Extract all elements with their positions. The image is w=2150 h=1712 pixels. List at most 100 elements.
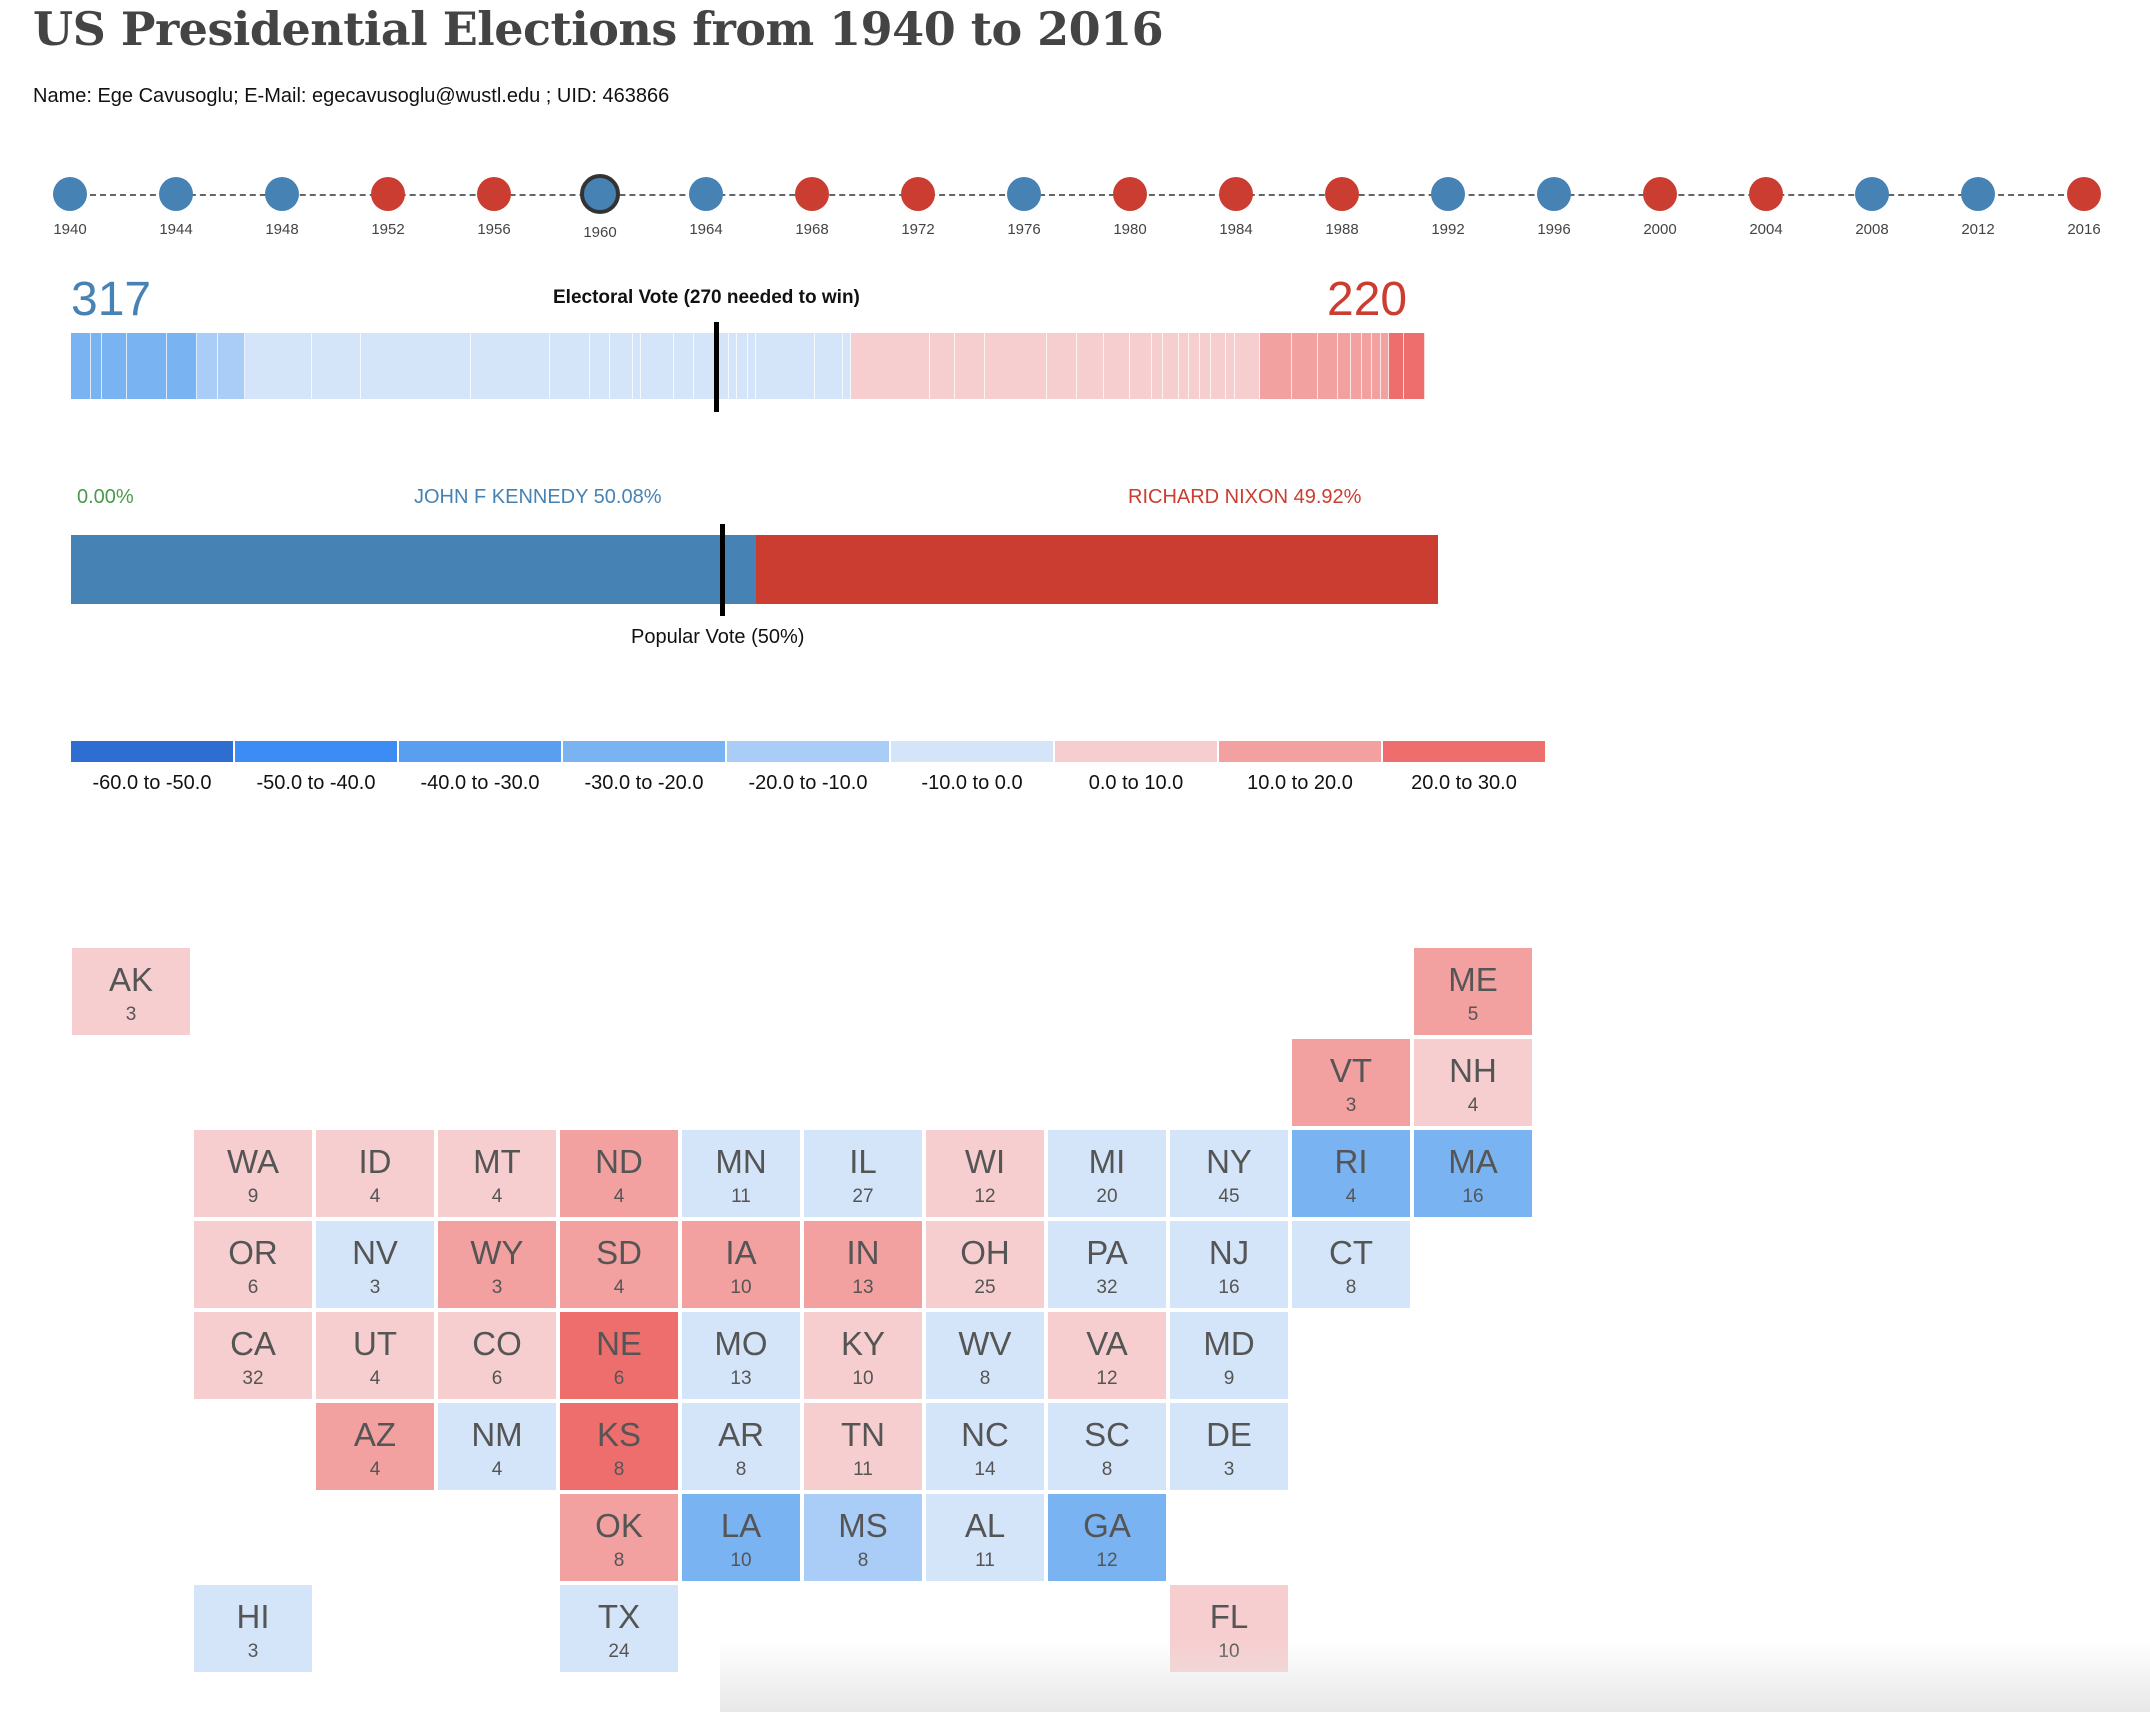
electoral-segment[interactable]: [1380, 333, 1389, 399]
year-1944[interactable]: 1944: [136, 170, 216, 238]
electoral-segment[interactable]: [1351, 333, 1362, 399]
state-tile-co[interactable]: CO 6: [438, 1312, 556, 1399]
state-tile-nm[interactable]: NM 4: [438, 1403, 556, 1490]
electoral-segment[interactable]: [311, 333, 362, 399]
year-2004[interactable]: 2004: [1726, 170, 1806, 238]
electoral-segment[interactable]: [1046, 333, 1077, 399]
state-tile-ms[interactable]: MS 8: [804, 1494, 922, 1581]
state-tile-ga[interactable]: GA 12: [1048, 1494, 1166, 1581]
state-tile-or[interactable]: OR 6: [194, 1221, 312, 1308]
year-1948[interactable]: 1948: [242, 170, 322, 238]
year-1980[interactable]: 1980: [1090, 170, 1170, 238]
dem-popular-segment[interactable]: [71, 535, 756, 604]
year-1992[interactable]: 1992: [1408, 170, 1488, 238]
electoral-segment[interactable]: [1200, 333, 1211, 399]
year-1976[interactable]: 1976: [984, 170, 1064, 238]
electoral-segment[interactable]: [589, 333, 610, 399]
state-tile-ut[interactable]: UT 4: [316, 1312, 434, 1399]
electoral-segment[interactable]: [102, 333, 128, 399]
electoral-segment[interactable]: [471, 333, 550, 399]
state-tile-nd[interactable]: ND 4: [560, 1130, 678, 1217]
electoral-segment[interactable]: [1178, 333, 1190, 399]
electoral-segment[interactable]: [609, 333, 633, 399]
electoral-segment[interactable]: [1234, 333, 1260, 399]
year-1972[interactable]: 1972: [878, 170, 958, 238]
year-dot[interactable]: [1961, 177, 1995, 211]
state-tile-tn[interactable]: TN 11: [804, 1403, 922, 1490]
electoral-segment[interactable]: [1388, 333, 1405, 399]
year-1988[interactable]: 1988: [1302, 170, 1382, 238]
electoral-segment[interactable]: [842, 333, 852, 399]
state-tile-id[interactable]: ID 4: [316, 1130, 434, 1217]
electoral-segment[interactable]: [71, 333, 92, 399]
state-tile-mt[interactable]: MT 4: [438, 1130, 556, 1217]
year-dot[interactable]: [901, 177, 935, 211]
electoral-segment[interactable]: [1152, 333, 1164, 399]
electoral-segment[interactable]: [1163, 333, 1179, 399]
year-dot[interactable]: [1431, 177, 1465, 211]
electoral-segment[interactable]: [361, 333, 472, 399]
state-tile-ok[interactable]: OK 8: [560, 1494, 678, 1581]
year-2000[interactable]: 2000: [1620, 170, 1700, 238]
year-dot[interactable]: [2067, 177, 2101, 211]
state-tile-ny[interactable]: NY 45: [1170, 1130, 1288, 1217]
electoral-segment[interactable]: [1104, 333, 1130, 399]
electoral-segment[interactable]: [1361, 333, 1373, 399]
state-tile-va[interactable]: VA 12: [1048, 1312, 1166, 1399]
state-tile-md[interactable]: MD 9: [1170, 1312, 1288, 1399]
year-dot[interactable]: [1113, 177, 1147, 211]
state-tile-mo[interactable]: MO 13: [682, 1312, 800, 1399]
year-dot[interactable]: [1325, 177, 1359, 211]
state-tile-mn[interactable]: MN 11: [682, 1130, 800, 1217]
electoral-segment[interactable]: [737, 333, 748, 399]
state-tile-mi[interactable]: MI 20: [1048, 1130, 1166, 1217]
electoral-segment[interactable]: [954, 333, 986, 399]
state-tile-nh[interactable]: NH 4: [1414, 1039, 1532, 1126]
state-tile-in[interactable]: IN 13: [804, 1221, 922, 1308]
electoral-segment[interactable]: [851, 333, 930, 399]
state-tile-la[interactable]: LA 10: [682, 1494, 800, 1581]
electoral-segment[interactable]: [756, 333, 816, 399]
electoral-segment[interactable]: [632, 333, 642, 399]
electoral-segment[interactable]: [1372, 333, 1381, 399]
electoral-segment[interactable]: [1076, 333, 1105, 399]
year-1968[interactable]: 1968: [772, 170, 852, 238]
year-1964[interactable]: 1964: [666, 170, 746, 238]
state-tile-ky[interactable]: KY 10: [804, 1312, 922, 1399]
electoral-segment[interactable]: [747, 333, 757, 399]
state-tile-pa[interactable]: PA 32: [1048, 1221, 1166, 1308]
year-dot[interactable]: [265, 177, 299, 211]
state-tile-nj[interactable]: NJ 16: [1170, 1221, 1288, 1308]
state-tile-sd[interactable]: SD 4: [560, 1221, 678, 1308]
state-tile-il[interactable]: IL 27: [804, 1130, 922, 1217]
year-dot[interactable]: [580, 174, 620, 214]
electoral-segment[interactable]: [167, 333, 198, 399]
state-tile-ak[interactable]: AK 3: [72, 948, 190, 1035]
state-tile-de[interactable]: DE 3: [1170, 1403, 1288, 1490]
state-tile-wa[interactable]: WA 9: [194, 1130, 312, 1217]
electoral-segment[interactable]: [245, 333, 312, 399]
state-tile-ct[interactable]: CT 8: [1292, 1221, 1410, 1308]
state-tile-az[interactable]: AZ 4: [316, 1403, 434, 1490]
year-1984[interactable]: 1984: [1196, 170, 1276, 238]
year-2008[interactable]: 2008: [1832, 170, 1912, 238]
state-tile-ia[interactable]: IA 10: [682, 1221, 800, 1308]
electoral-segment[interactable]: [127, 333, 168, 399]
electoral-segment[interactable]: [549, 333, 590, 399]
rep-popular-segment[interactable]: [755, 535, 1438, 604]
year-dot[interactable]: [689, 177, 723, 211]
state-tile-nc[interactable]: NC 14: [926, 1403, 1044, 1490]
electoral-segment[interactable]: [1129, 333, 1153, 399]
state-tile-wi[interactable]: WI 12: [926, 1130, 1044, 1217]
state-tile-ca[interactable]: CA 32: [194, 1312, 312, 1399]
year-2016[interactable]: 2016: [2044, 170, 2124, 238]
electoral-segment[interactable]: [985, 333, 1047, 399]
electoral-segment[interactable]: [1292, 333, 1318, 399]
year-dot[interactable]: [1007, 177, 1041, 211]
state-tile-ma[interactable]: MA 16: [1414, 1130, 1532, 1217]
electoral-segment[interactable]: [1210, 333, 1227, 399]
state-tile-vt[interactable]: VT 3: [1292, 1039, 1410, 1126]
state-tile-wy[interactable]: WY 3: [438, 1221, 556, 1308]
year-dot[interactable]: [477, 177, 511, 211]
electoral-segment[interactable]: [1259, 333, 1293, 399]
